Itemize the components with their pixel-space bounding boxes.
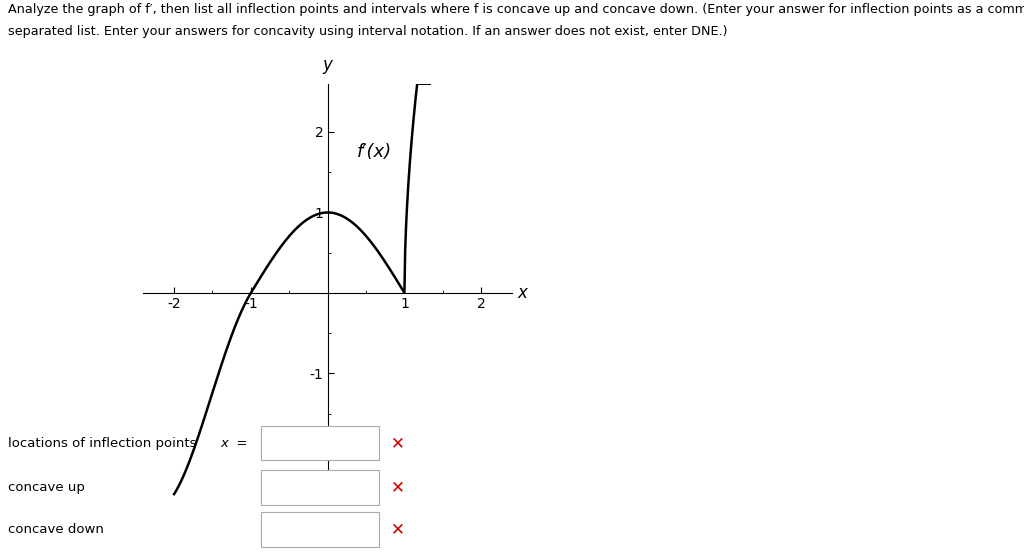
Text: Analyze the graph of f′, then list all inflection points and intervals where f i: Analyze the graph of f′, then list all i… xyxy=(8,3,1024,16)
Text: ✕: ✕ xyxy=(391,434,406,452)
Text: concave up: concave up xyxy=(8,481,85,494)
Text: ✕: ✕ xyxy=(391,479,406,497)
Text: ✕: ✕ xyxy=(391,521,406,538)
Text: y: y xyxy=(323,56,333,74)
Text: f′(x): f′(x) xyxy=(357,143,392,161)
Text: separated list. Enter your answers for concavity using interval notation. If an : separated list. Enter your answers for c… xyxy=(8,25,728,38)
Text: concave down: concave down xyxy=(8,523,104,536)
Text: x  =: x = xyxy=(220,436,248,450)
Text: x: x xyxy=(517,284,527,302)
Text: locations of inflection points: locations of inflection points xyxy=(8,436,197,450)
